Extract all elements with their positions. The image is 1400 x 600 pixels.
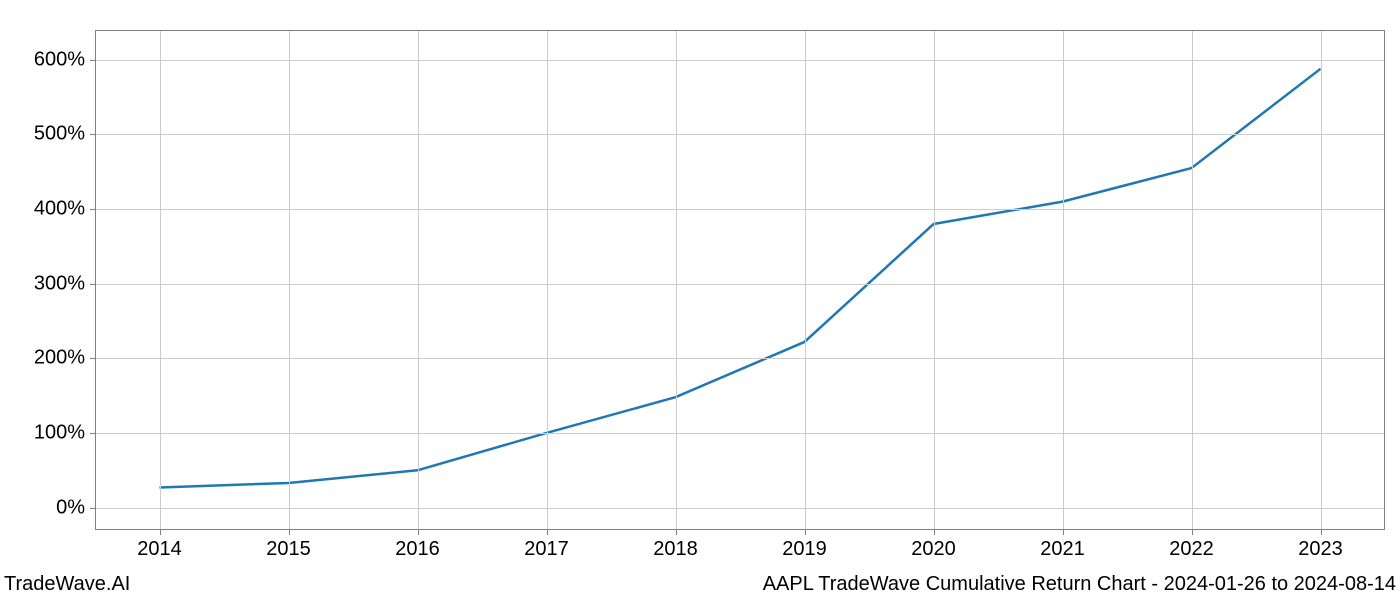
y-tick-label: 500% <box>34 123 95 146</box>
x-tick-label: 2020 <box>911 530 956 561</box>
x-tick-label: 2021 <box>1040 530 1085 561</box>
grid-line-vertical <box>676 30 677 530</box>
x-tick-label: 2023 <box>1298 530 1343 561</box>
plot-border <box>95 30 96 530</box>
grid-line-vertical <box>289 30 290 530</box>
grid-line-vertical <box>418 30 419 530</box>
grid-line-vertical <box>160 30 161 530</box>
plot-area: 0%100%200%300%400%500%600%20142015201620… <box>95 30 1385 530</box>
grid-line-vertical <box>805 30 806 530</box>
x-tick-label: 2018 <box>653 530 698 561</box>
y-tick-label: 0% <box>56 496 95 519</box>
plot-border <box>95 529 1385 530</box>
grid-line-vertical <box>1192 30 1193 530</box>
x-tick-label: 2022 <box>1169 530 1214 561</box>
y-tick-label: 300% <box>34 272 95 295</box>
y-tick-label: 600% <box>34 48 95 71</box>
x-tick-label: 2015 <box>266 530 311 561</box>
chart-container: 0% 100% 200% 300% 400% 500% 600% 2014 2015 2016 20… <box>0 0 1400 600</box>
grid-line-vertical <box>1063 30 1064 530</box>
y-tick-label: 100% <box>34 421 95 444</box>
y-tick-label: 200% <box>34 347 95 370</box>
plot-border <box>95 30 1385 31</box>
grid-line-vertical <box>1321 30 1322 530</box>
grid-line-vertical <box>934 30 935 530</box>
footer-brand: TradeWave.AI <box>4 573 130 596</box>
x-tick-label: 2017 <box>524 530 569 561</box>
grid-line-vertical <box>547 30 548 530</box>
x-tick-label: 2014 <box>137 530 182 561</box>
footer-caption: AAPL TradeWave Cumulative Return Chart -… <box>763 573 1396 596</box>
data-line <box>160 69 1321 488</box>
plot-border <box>1384 30 1385 530</box>
x-tick-label: 2019 <box>782 530 827 561</box>
x-tick-label: 2016 <box>395 530 440 561</box>
y-tick-label: 400% <box>34 198 95 221</box>
